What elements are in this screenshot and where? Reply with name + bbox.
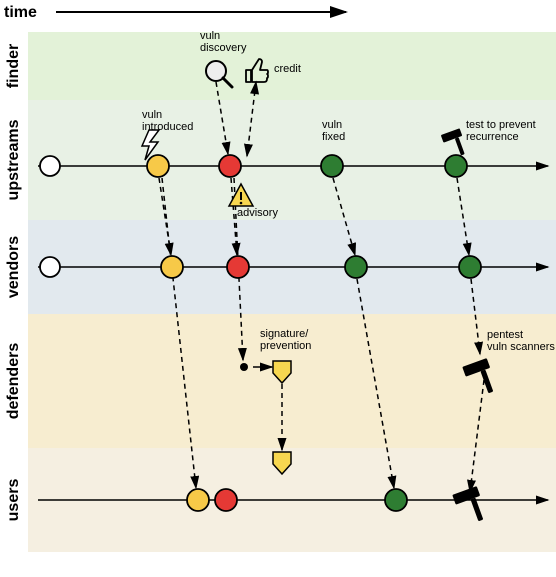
node-vd_fixed (345, 256, 367, 278)
defender-dot (240, 363, 248, 371)
node-us_intro (187, 489, 209, 511)
node-up_found (219, 155, 241, 177)
row-band-upstreams (28, 100, 556, 220)
node-up_start (40, 156, 60, 176)
node-vd_test (459, 256, 481, 278)
node-vd_intro (161, 256, 183, 278)
defender-label: signature/prevention (260, 328, 311, 352)
row-label-finder: finder (5, 44, 22, 88)
icon-label: credit (274, 63, 301, 75)
icon-label: advisory (237, 207, 278, 219)
time-axis-label: time (4, 4, 37, 21)
node-up_intro (147, 155, 169, 177)
row-label-users: users (5, 479, 22, 522)
row-label-upstreams: upstreams (5, 119, 22, 200)
node-label: vulnfixed (322, 119, 345, 143)
node-us_fixed (385, 489, 407, 511)
row-label-vendors: vendors (5, 236, 22, 298)
node-up_test (445, 155, 467, 177)
node-up_fixed (321, 155, 343, 177)
node-us_found (215, 489, 237, 511)
node-vd_found (227, 256, 249, 278)
node-vd_start (40, 257, 60, 277)
row-label-defenders: defenders (5, 343, 22, 420)
